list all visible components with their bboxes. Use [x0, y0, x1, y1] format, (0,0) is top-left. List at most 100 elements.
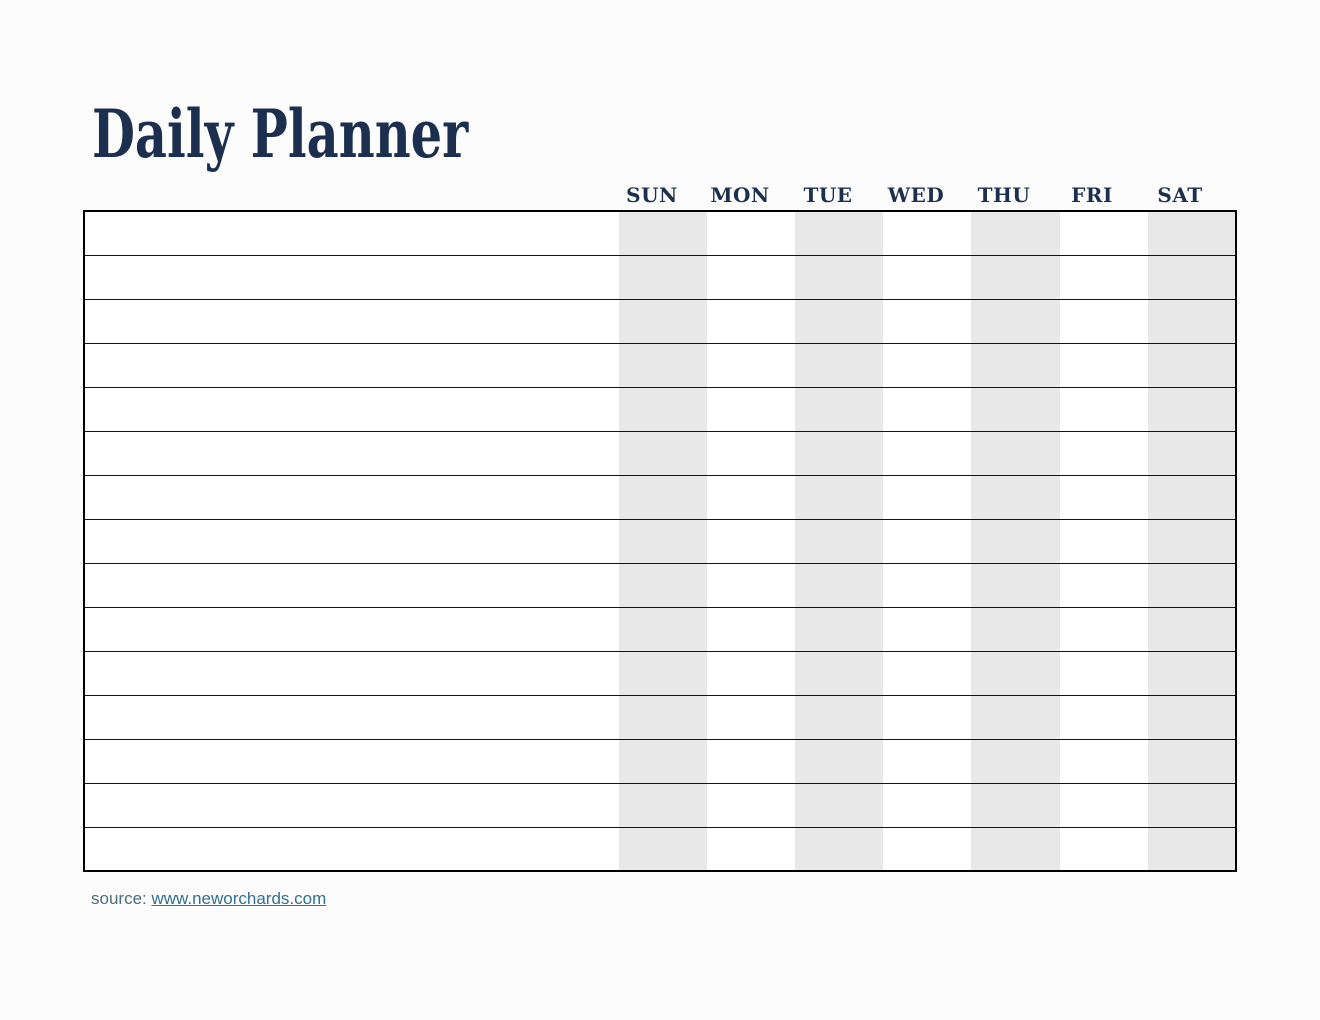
notes-cell [84, 738, 619, 783]
day-cell-sun [618, 298, 708, 343]
day-cell-mon [707, 254, 796, 299]
day-header-fri: FRI [1071, 183, 1113, 207]
planner-row [84, 298, 1236, 343]
day-cell-thu [971, 342, 1060, 387]
day-cell-thu [971, 518, 1060, 563]
day-cell-fri [1059, 298, 1148, 343]
day-cell-sat [1147, 518, 1236, 563]
day-cell-fri [1059, 606, 1148, 651]
day-cell-wed [883, 254, 972, 299]
planner-row [84, 211, 1236, 255]
day-cell-thu [971, 606, 1060, 651]
day-cell-sun [618, 430, 708, 475]
day-headers-row: SUN MON TUE WED THU FRI SAT [608, 184, 1224, 206]
day-cell-sun [618, 386, 708, 431]
day-cell-mon [707, 430, 796, 475]
day-cell-sat [1147, 254, 1236, 299]
day-cell-mon [707, 342, 796, 387]
notes-cell [84, 211, 619, 255]
day-cell-sun [618, 342, 708, 387]
day-cell-mon [707, 738, 796, 783]
day-cell-sun [618, 738, 708, 783]
page-title: Daily Planner [92, 95, 469, 173]
day-cell-sat [1147, 650, 1236, 695]
day-cell-tue [795, 386, 884, 431]
day-cell-fri [1059, 254, 1148, 299]
notes-cell [84, 782, 619, 827]
planner-row [84, 474, 1236, 519]
day-cell-sat [1147, 474, 1236, 519]
day-cell-mon [707, 474, 796, 519]
day-cell-mon [707, 606, 796, 651]
source-link[interactable]: www.neworchards.com [151, 889, 327, 908]
source-label: source: [91, 889, 147, 908]
day-cell-thu [971, 562, 1060, 607]
planner-row [84, 694, 1236, 739]
day-cell-sun [618, 562, 708, 607]
day-header-thu: THU [977, 183, 1031, 207]
day-cell-tue [795, 474, 884, 519]
day-cell-sat [1147, 430, 1236, 475]
day-cell-sat [1147, 606, 1236, 651]
planner-row [84, 606, 1236, 651]
day-cell-sat [1147, 298, 1236, 343]
day-cell-thu [971, 430, 1060, 475]
day-cell-sun [618, 782, 708, 827]
day-cell-fri [1059, 518, 1148, 563]
day-cell-mon [707, 298, 796, 343]
day-cell-mon [707, 211, 795, 255]
day-cell-sat [1147, 211, 1236, 255]
notes-cell [84, 606, 619, 651]
notes-cell [84, 694, 619, 739]
notes-cell [84, 562, 619, 607]
day-cell-fri [1059, 826, 1148, 871]
day-cell-tue [795, 211, 884, 255]
day-cell-fri [1059, 738, 1148, 783]
day-cell-wed [883, 738, 972, 783]
planner-row [84, 738, 1236, 783]
day-cell-wed [883, 298, 972, 343]
day-cell-wed [883, 606, 972, 651]
day-cell-wed [883, 430, 972, 475]
planner-row [84, 254, 1236, 299]
day-cell-tue [795, 298, 884, 343]
day-cell-mon [707, 826, 796, 871]
planner-row [84, 650, 1236, 695]
day-cell-tue [795, 782, 884, 827]
day-cell-fri [1059, 430, 1148, 475]
notes-cell [84, 474, 619, 519]
day-cell-wed [883, 518, 972, 563]
day-cell-thu [971, 694, 1060, 739]
day-cell-tue [795, 650, 884, 695]
day-cell-wed [883, 386, 972, 431]
day-header-wed: WED [887, 183, 945, 207]
day-cell-wed [883, 782, 972, 827]
planner-row [84, 562, 1236, 607]
day-cell-sat [1147, 738, 1236, 783]
day-cell-sat [1147, 826, 1236, 871]
day-cell-sat [1147, 386, 1236, 431]
day-cell-tue [795, 826, 884, 871]
day-cell-tue [795, 518, 884, 563]
day-cell-mon [707, 386, 796, 431]
day-header-tue: TUE [803, 183, 853, 207]
planner-row [84, 782, 1236, 827]
day-cell-wed [883, 342, 972, 387]
day-header-sun: SUN [626, 183, 678, 207]
day-cell-sun [618, 254, 708, 299]
day-cell-tue [795, 342, 884, 387]
day-cell-sun [618, 518, 708, 563]
day-cell-thu [971, 650, 1060, 695]
day-cell-tue [795, 430, 884, 475]
day-cell-wed [883, 826, 972, 871]
day-cell-mon [707, 562, 796, 607]
day-cell-tue [795, 254, 884, 299]
day-cell-tue [795, 738, 884, 783]
planner-row [84, 518, 1236, 563]
day-cell-sun [618, 826, 708, 871]
day-cell-mon [707, 650, 796, 695]
planner-table [83, 210, 1237, 872]
day-cell-wed [883, 474, 972, 519]
day-cell-tue [795, 694, 884, 739]
notes-cell [84, 430, 619, 475]
